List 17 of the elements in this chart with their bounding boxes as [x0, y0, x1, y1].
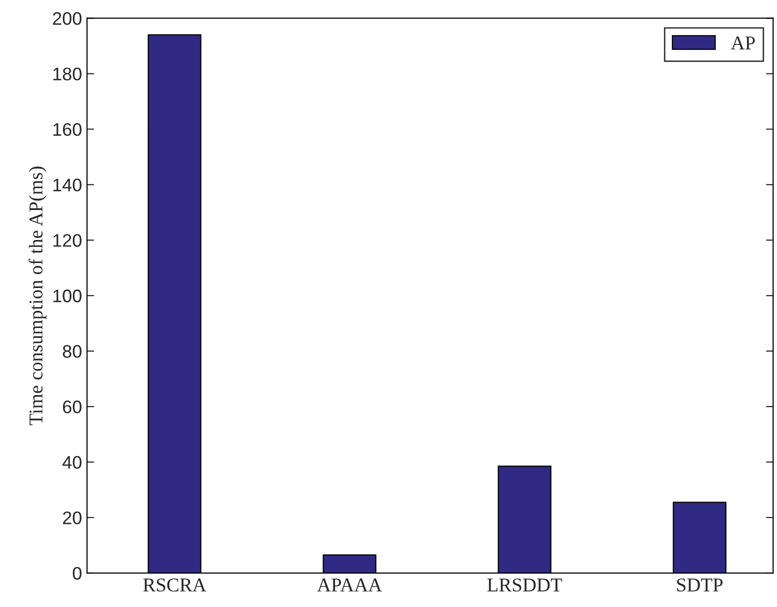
y-tick-label: 140 [53, 178, 82, 192]
y-tick-label: 20 [62, 511, 82, 524]
y-tick-label: 60 [63, 400, 82, 414]
y-tick-label: 200 [52, 12, 82, 25]
y-tick-label: 180 [53, 68, 82, 80]
x-tick-label: APAAA [317, 578, 382, 592]
x-tick-label: RSCRA [143, 578, 206, 592]
y-tick-label: 120 [53, 234, 82, 247]
y-tick-label: 100 [53, 290, 82, 302]
y-tick-label: 40 [62, 456, 82, 469]
x-tick-label: LRSDDT [487, 578, 562, 592]
y-tick-label: 80 [62, 345, 82, 358]
y-tick-label: 160 [53, 123, 82, 136]
y-tick-label: 0 [72, 566, 82, 580]
y-axis-title: Time consumption of the AP(ms) [28, 166, 46, 426]
x-tick-label: SDTP [677, 578, 723, 592]
legend-label: AP [730, 36, 755, 50]
